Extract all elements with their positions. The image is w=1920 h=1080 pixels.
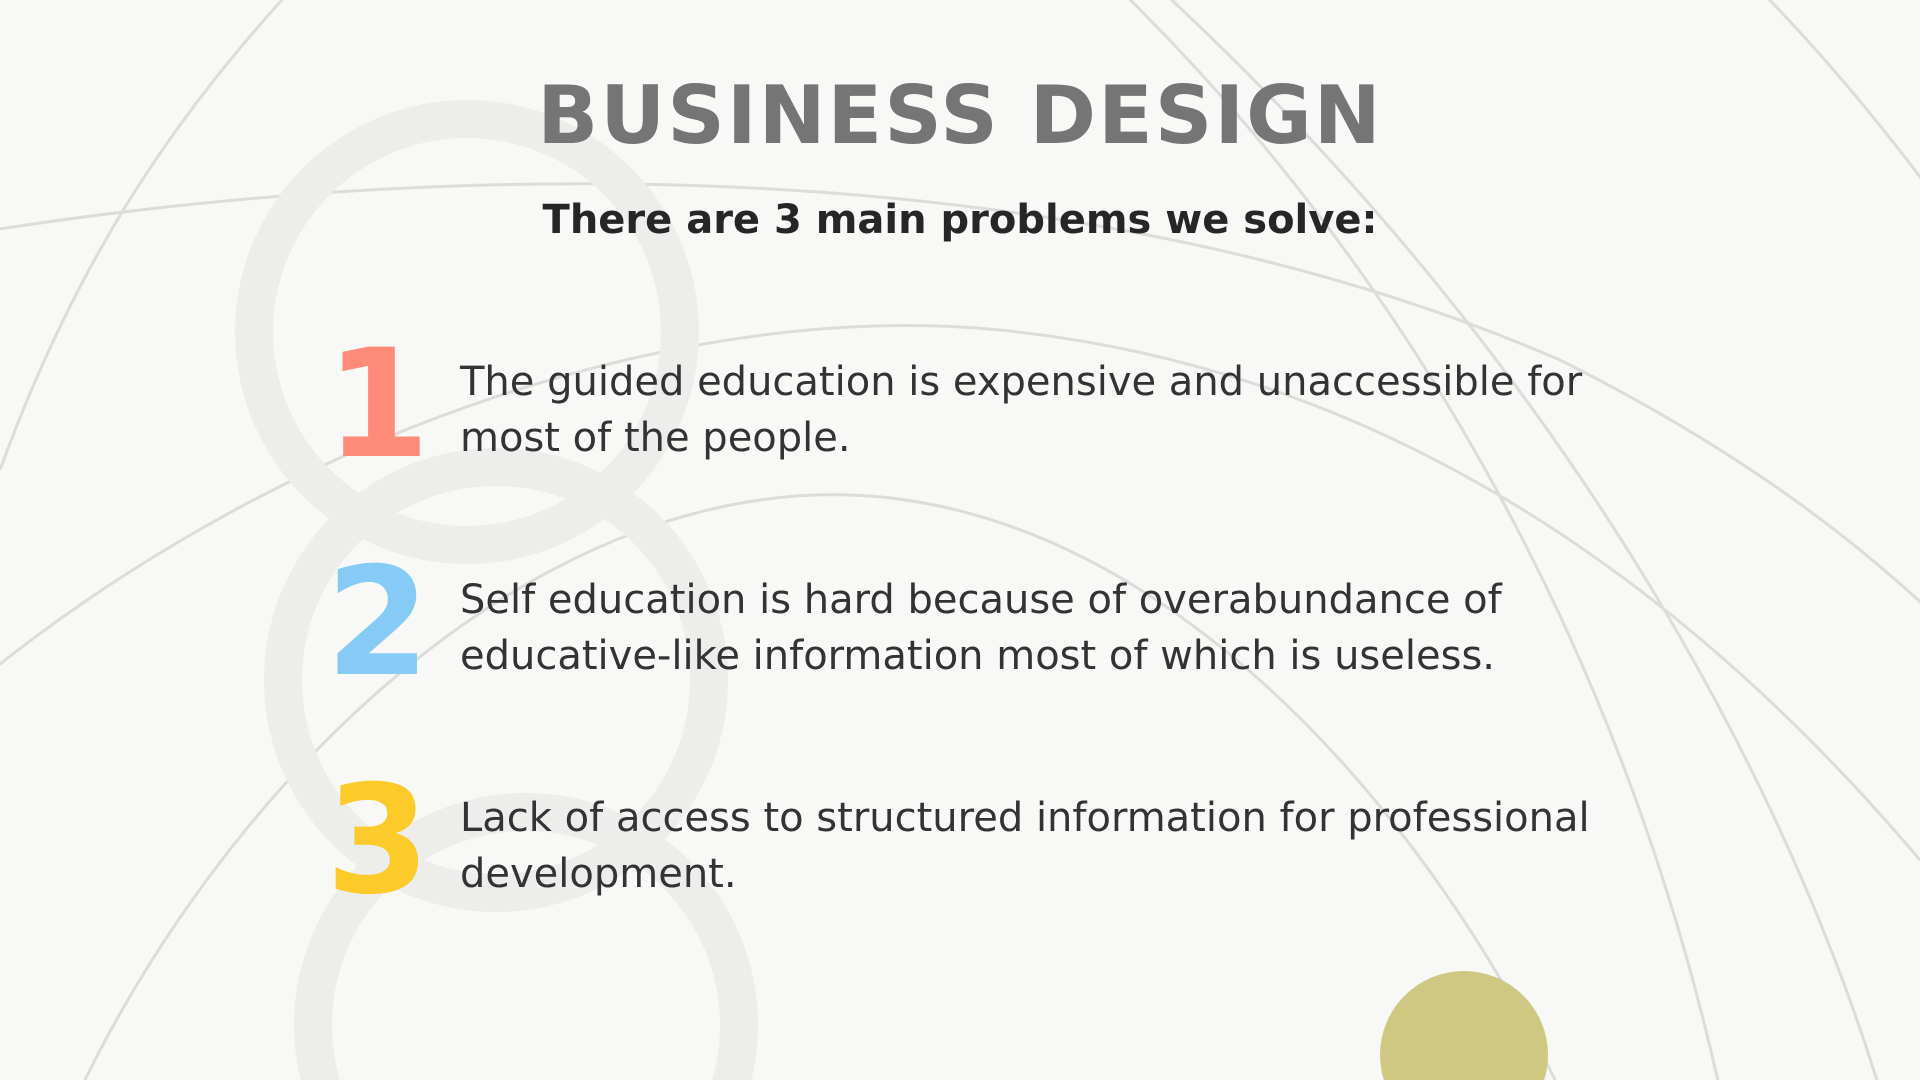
background-arc (83, 493, 1557, 1080)
background-arc (1128, 0, 1720, 1080)
page-title: BUSINESS DESIGN (537, 69, 1383, 162)
item-text: Self education is hard because of overab… (460, 577, 1502, 679)
background-arc (1767, 0, 1920, 180)
background-arc (0, 0, 284, 471)
background-ring (235, 100, 699, 564)
list-item: 1 The guided education is expensive and … (320, 330, 1620, 482)
item-number: 3 (325, 754, 430, 928)
item-text: The guided education is expensive and un… (460, 359, 1583, 461)
list-item: 3 Lack of access to structured informati… (320, 766, 1620, 918)
page-subtitle: There are 3 main problems we solve: (542, 197, 1378, 243)
item-number: 1 (325, 318, 430, 492)
list-item: 2 Self education is hard because of over… (320, 548, 1620, 700)
background-ring (264, 448, 728, 912)
background-arc (0, 182, 1920, 604)
background-arc (1169, 0, 1879, 1080)
item-number: 2 (325, 536, 430, 710)
background-ring (294, 793, 758, 1080)
item-text: Lack of access to structured information… (460, 795, 1590, 897)
accent-circle (1380, 971, 1548, 1080)
